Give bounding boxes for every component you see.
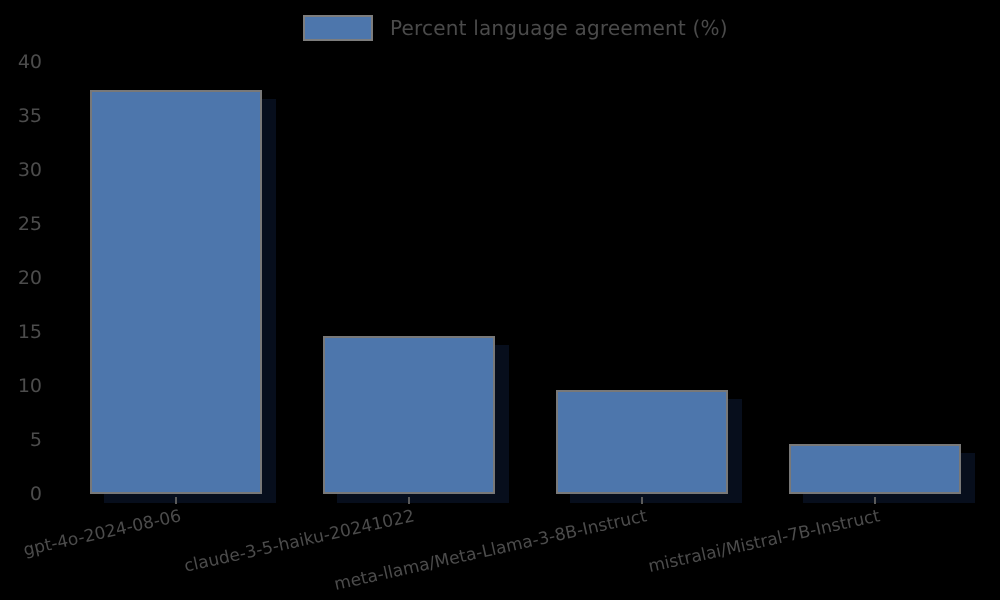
y-tick-label: 25 (17, 213, 42, 235)
x-category-label: gpt-4o-2024-08-06 (21, 506, 184, 561)
x-tick-mark (408, 497, 410, 504)
y-tick-label: 35 (17, 105, 42, 127)
x-category-label: mistralai/Mistral-7B-Instruct (646, 506, 883, 577)
y-tick-label: 20 (17, 267, 42, 289)
bar-2 (323, 336, 495, 494)
bar-1 (90, 90, 262, 494)
chart-legend: Percent language agreement (%) (303, 15, 728, 41)
bar-3 (556, 390, 728, 494)
bar-4 (789, 444, 961, 494)
legend-series-label: Percent language agreement (%) (390, 16, 728, 40)
y-tick-label: 5 (29, 429, 42, 451)
y-tick-label: 0 (29, 483, 42, 505)
y-tick-label: 10 (17, 375, 42, 397)
x-tick-mark (175, 497, 177, 504)
y-tick-label: 30 (17, 159, 42, 181)
x-tick-mark (641, 497, 643, 504)
legend-color-swatch (303, 15, 373, 41)
y-tick-label: 15 (17, 321, 42, 343)
y-tick-label: 40 (17, 51, 42, 73)
x-tick-mark (874, 497, 876, 504)
